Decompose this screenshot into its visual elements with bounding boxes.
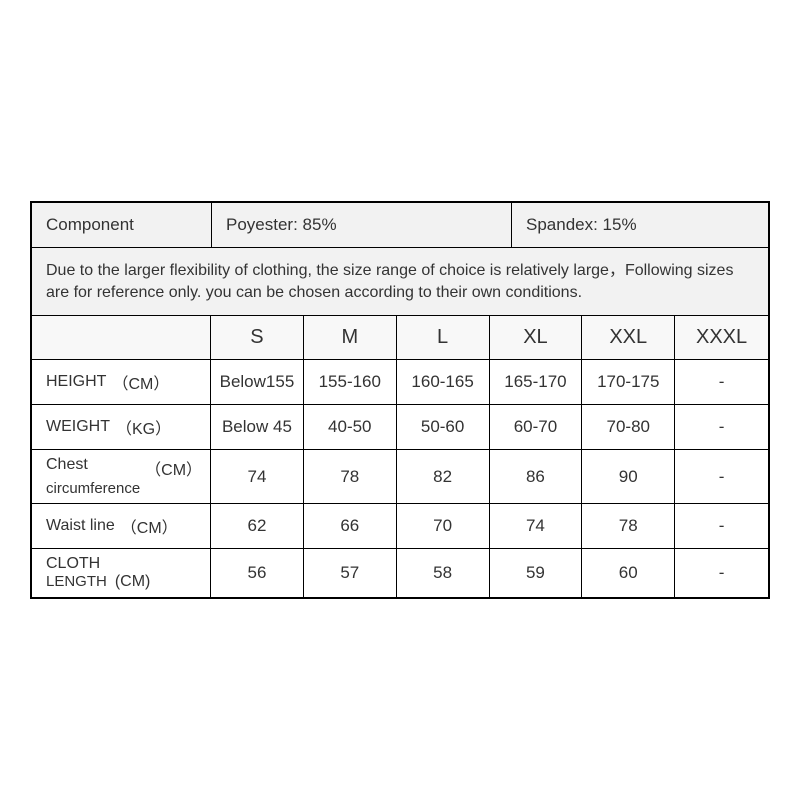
label-unit: （CM） [121,514,178,538]
label-unit: （KG） [116,415,171,439]
label-sub: LENGTH [46,573,107,591]
size-header-blank [32,316,211,359]
cell-value: 160-165 [397,360,490,404]
cell-value: 70-80 [582,405,675,449]
cell-value: 86 [490,450,583,503]
note-text: Due to the larger flexibility of clothin… [32,248,768,315]
size-header-s: S [211,316,304,359]
cell-value: 60 [582,549,675,597]
cell-value: 170-175 [582,360,675,404]
cell-value: 50-60 [397,405,490,449]
cell-value: - [675,360,768,404]
size-header-l: L [397,316,490,359]
cell-value: Below155 [211,360,304,404]
row-label-cloth-length: CLOTH LENGTH (CM) [32,549,211,597]
cell-value: 90 [582,450,675,503]
label-unit: （CM） [145,456,202,480]
cell-value: 70 [397,504,490,548]
cell-value: 62 [211,504,304,548]
label-text: Chest [46,456,88,480]
cell-value: 74 [211,450,304,503]
table-row-waist: Waist line （CM） 62 66 70 74 78 - [32,504,768,549]
size-header-xl: XL [490,316,583,359]
cell-value: 155-160 [304,360,397,404]
cell-value: - [675,405,768,449]
label-sub: circumference [46,480,140,497]
table-row-chest: Chest （CM） circumference 74 78 82 86 90 … [32,450,768,504]
label-text: WEIGHT [46,418,110,436]
size-chart-table: Component Poyester: 85% Spandex: 15% Due… [30,201,770,599]
row-label-height: HEIGHT （CM） [32,360,211,404]
cell-value: - [675,504,768,548]
cell-value: 66 [304,504,397,548]
row-label-waist: Waist line （CM） [32,504,211,548]
size-header-row: S M L XL XXL XXXL [32,316,768,360]
label-unit: (CM) [115,573,151,591]
table-row-height: HEIGHT （CM） Below155 155-160 160-165 165… [32,360,768,405]
size-header-xxl: XXL [582,316,675,359]
cell-value: 57 [304,549,397,597]
cell-value: 59 [490,549,583,597]
cell-value: 78 [304,450,397,503]
cell-value: 74 [490,504,583,548]
component-row: Component Poyester: 85% Spandex: 15% [32,203,768,248]
cell-value: - [675,450,768,503]
cell-value: 40-50 [304,405,397,449]
label-text: HEIGHT [46,373,106,391]
cell-value: 60-70 [490,405,583,449]
label-unit: （CM） [112,370,169,394]
component-material-1: Poyester: 85% [212,203,512,247]
table-row-weight: WEIGHT （KG） Below 45 40-50 50-60 60-70 7… [32,405,768,450]
cell-value: 56 [211,549,304,597]
cell-value: 165-170 [490,360,583,404]
table-row-cloth-length: CLOTH LENGTH (CM) 56 57 58 59 60 - [32,549,768,599]
cell-value: 82 [397,450,490,503]
component-header: Component [32,203,212,247]
cell-value: - [675,549,768,597]
row-label-weight: WEIGHT （KG） [32,405,211,449]
row-label-chest: Chest （CM） circumference [32,450,211,503]
label-text: Waist line [46,517,115,535]
cell-value: Below 45 [211,405,304,449]
size-header-xxxl: XXXL [675,316,768,359]
note-row: Due to the larger flexibility of clothin… [32,248,768,316]
component-material-2: Spandex: 15% [512,203,768,247]
size-header-m: M [304,316,397,359]
cell-value: 58 [397,549,490,597]
label-text: CLOTH [46,555,100,573]
cell-value: 78 [582,504,675,548]
